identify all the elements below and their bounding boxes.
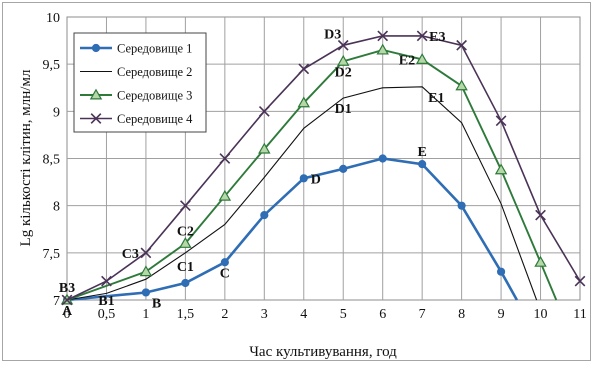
point-label: E (417, 145, 426, 160)
data-point (339, 164, 348, 173)
series-line (66, 157, 519, 302)
series-line (66, 35, 581, 301)
point-label: E2 (399, 53, 415, 68)
data-point (456, 39, 467, 51)
tick-labels: 7 7,5 8 8,5 9 9,5 10 0 0,5 1 1,5 2 3 4 5 6 7 8 9 10 11 (43, 11, 587, 322)
data-point (299, 174, 308, 183)
x-tick-label: 3 (261, 307, 268, 322)
y-tick-label: 9,5 (43, 58, 61, 73)
point-label: C (220, 266, 230, 281)
data-point (61, 294, 73, 306)
point-label: C1 (177, 260, 194, 275)
legend-label: Середовище 1 (117, 42, 192, 56)
data-point (218, 189, 232, 201)
y-tick-label: 8,5 (43, 153, 61, 168)
data-point (141, 288, 151, 297)
x-tick-label: 0 (64, 307, 71, 322)
data-point (258, 142, 271, 154)
x-tick-label: 2 (221, 307, 228, 322)
x-axis-title: Час культивування, год (249, 344, 397, 360)
point-label: B3 (59, 281, 75, 296)
legend-item-2: Середовище 2 (80, 65, 192, 79)
y-tick-label: 7 (53, 294, 60, 309)
data-point (139, 265, 153, 277)
point-label: B1 (98, 294, 114, 309)
data-point (179, 236, 192, 248)
point-labels: A B3 B1 B C3 C2 C1 C D D1 D2 D3 E E1 E2 E3 (59, 27, 446, 319)
point-label: A (62, 304, 73, 319)
legend-item-4: Середовище 4 (80, 112, 193, 126)
x-tick-label: 1,5 (177, 307, 195, 322)
x-tick-label: 10 (534, 307, 548, 322)
point-label: E1 (428, 91, 444, 106)
legend-item-3: Середовище 3 (80, 89, 192, 103)
data-point (534, 255, 547, 267)
x-tick-label: 8 (458, 307, 465, 322)
legend-label: Середовище 2 (117, 65, 192, 79)
data-point (457, 201, 466, 210)
point-label: D (311, 172, 321, 187)
y-tick-label: 7,5 (43, 247, 61, 262)
legend-item-1: Середовище 1 (80, 42, 192, 56)
data-point (180, 200, 191, 212)
x-tick-label: 5 (340, 307, 347, 322)
point-label: B (152, 296, 161, 311)
data-point (455, 79, 468, 91)
data-point (90, 113, 102, 124)
series-2 (66, 86, 538, 301)
data-point (337, 39, 349, 51)
series-line (66, 86, 538, 301)
y-tick-label: 9 (53, 105, 60, 120)
legend: Середовище 1 Середовище 2 Середовище 3 Сере… (73, 32, 207, 133)
point-label: E3 (429, 30, 445, 45)
data-point (336, 54, 350, 66)
y-tick-label: 10 (46, 11, 60, 26)
x-tick-label: 0,5 (98, 307, 116, 322)
data-point (258, 105, 270, 117)
data-point (376, 43, 389, 55)
data-point (219, 153, 231, 164)
data-point (297, 96, 311, 108)
data-point (494, 163, 508, 175)
data-point (535, 209, 546, 221)
data-point (181, 278, 190, 288)
x-tick-label: 9 (498, 307, 505, 322)
point-label: C3 (122, 247, 139, 262)
y-axis-title: Lg кількості клітин, млн/мл (18, 69, 34, 246)
data-point (91, 43, 101, 53)
data-point (101, 275, 112, 287)
point-label: D1 (335, 102, 352, 117)
x-tick-label: 1 (142, 307, 149, 322)
data-point (298, 63, 310, 75)
data-point (416, 30, 428, 42)
y-tick-label: 8 (53, 200, 60, 215)
data-point (220, 258, 229, 267)
data-point (378, 154, 387, 163)
point-label: C2 (177, 224, 194, 239)
data-point (418, 160, 427, 169)
data-point (496, 267, 506, 276)
data-point (415, 53, 429, 64)
data-point (574, 275, 586, 287)
data-point (495, 115, 507, 127)
series-1 (62, 154, 519, 305)
legend-label: Середовище 4 (117, 112, 193, 126)
data-point (260, 211, 269, 220)
series-layer (60, 30, 586, 306)
x-tick-label: 4 (300, 307, 307, 322)
series-3 (60, 43, 558, 305)
data-point (140, 247, 152, 259)
point-label: D2 (335, 65, 352, 80)
point-label: D3 (324, 27, 341, 42)
x-tick-label: 11 (573, 307, 586, 322)
data-point (89, 88, 103, 100)
x-tick-label: 7 (419, 307, 426, 322)
x-tick-label: 6 (379, 307, 386, 322)
data-point (377, 30, 389, 42)
legend-label: Середовище 3 (117, 89, 192, 103)
series-4 (61, 30, 586, 306)
